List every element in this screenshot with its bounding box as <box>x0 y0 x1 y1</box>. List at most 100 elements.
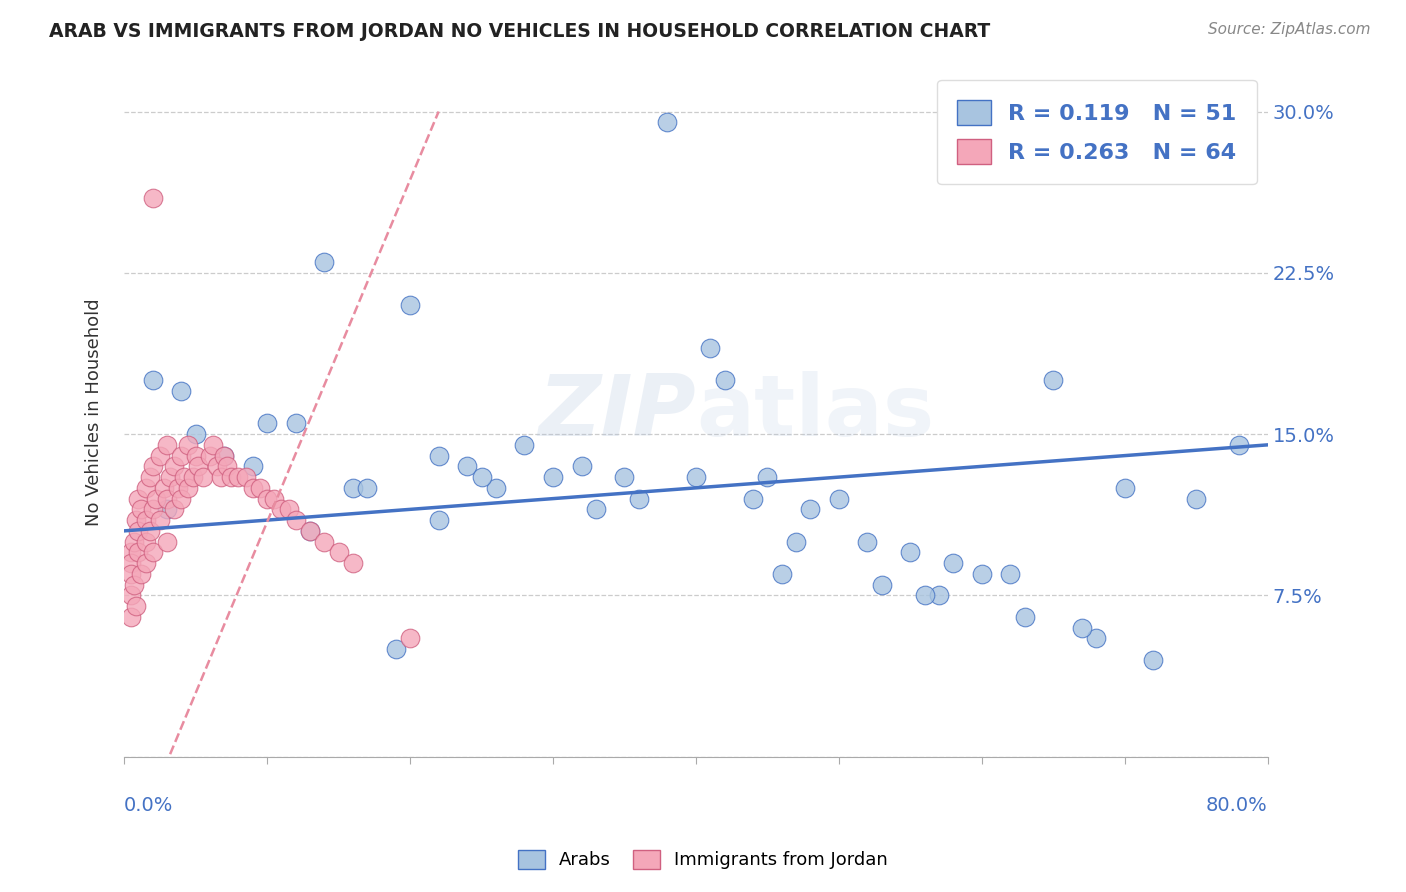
Point <box>156 438 179 452</box>
Point <box>122 577 145 591</box>
Point <box>177 481 200 495</box>
Text: ARAB VS IMMIGRANTS FROM JORDAN NO VEHICLES IN HOUSEHOLD CORRELATION CHART: ARAB VS IMMIGRANTS FROM JORDAN NO VEHICL… <box>49 22 990 41</box>
Point <box>127 524 149 538</box>
Point <box>256 417 278 431</box>
Point <box>205 459 228 474</box>
Point <box>120 588 142 602</box>
Point <box>142 190 165 204</box>
Point <box>129 566 152 581</box>
Point <box>184 427 207 442</box>
Point <box>756 470 779 484</box>
Point <box>212 449 235 463</box>
Point <box>914 588 936 602</box>
Point <box>427 449 450 463</box>
Point <box>173 470 195 484</box>
Point <box>170 384 193 398</box>
Point <box>135 534 157 549</box>
Point <box>1114 481 1136 495</box>
Point <box>585 502 607 516</box>
Point <box>235 470 257 484</box>
Point <box>145 491 167 506</box>
Point <box>298 524 321 538</box>
Legend: R = 0.119   N = 51, R = 0.263   N = 64: R = 0.119 N = 51, R = 0.263 N = 64 <box>938 79 1257 185</box>
Point <box>613 470 636 484</box>
Point <box>124 599 146 614</box>
Point <box>470 470 492 484</box>
Point <box>1227 438 1250 452</box>
Point <box>149 449 172 463</box>
Point <box>298 524 321 538</box>
Y-axis label: No Vehicles in Household: No Vehicles in Household <box>86 299 103 526</box>
Point <box>120 545 142 559</box>
Point <box>828 491 851 506</box>
Point <box>184 449 207 463</box>
Point <box>456 459 478 474</box>
Point <box>742 491 765 506</box>
Point <box>215 459 238 474</box>
Point <box>201 438 224 452</box>
Text: Source: ZipAtlas.com: Source: ZipAtlas.com <box>1208 22 1371 37</box>
Point <box>124 513 146 527</box>
Point <box>770 566 793 581</box>
Point <box>159 470 181 484</box>
Point <box>177 438 200 452</box>
Point <box>122 534 145 549</box>
Point <box>384 642 406 657</box>
Point <box>120 566 142 581</box>
Point <box>139 524 162 538</box>
Point <box>156 491 179 506</box>
Point <box>928 588 950 602</box>
Point <box>142 502 165 516</box>
Point <box>191 470 214 484</box>
Point <box>541 470 564 484</box>
Point <box>135 513 157 527</box>
Point <box>799 502 821 516</box>
Point <box>209 470 232 484</box>
Point <box>142 545 165 559</box>
Point <box>1042 373 1064 387</box>
Point <box>1071 621 1094 635</box>
Point <box>270 502 292 516</box>
Point <box>427 513 450 527</box>
Point <box>127 545 149 559</box>
Point <box>142 459 165 474</box>
Point <box>263 491 285 506</box>
Point <box>399 632 422 646</box>
Point <box>153 481 176 495</box>
Point <box>198 449 221 463</box>
Point <box>120 556 142 570</box>
Text: 80.0%: 80.0% <box>1206 796 1268 814</box>
Point <box>856 534 879 549</box>
Point <box>170 491 193 506</box>
Point <box>170 449 193 463</box>
Point <box>181 470 204 484</box>
Point <box>249 481 271 495</box>
Point <box>785 534 807 549</box>
Point <box>314 255 336 269</box>
Point <box>221 470 243 484</box>
Point <box>900 545 922 559</box>
Point <box>342 556 364 570</box>
Point <box>120 610 142 624</box>
Point <box>627 491 650 506</box>
Point <box>228 470 250 484</box>
Point <box>870 577 893 591</box>
Point <box>277 502 299 516</box>
Point <box>127 491 149 506</box>
Point <box>513 438 536 452</box>
Point <box>713 373 735 387</box>
Point <box>284 513 307 527</box>
Point <box>1185 491 1208 506</box>
Point <box>167 481 190 495</box>
Point <box>970 566 993 581</box>
Text: ZIP: ZIP <box>538 371 696 454</box>
Point <box>657 115 679 129</box>
Point <box>284 417 307 431</box>
Point <box>212 449 235 463</box>
Text: atlas: atlas <box>696 371 934 454</box>
Point <box>242 459 264 474</box>
Text: 0.0%: 0.0% <box>124 796 173 814</box>
Point <box>1085 632 1108 646</box>
Point <box>187 459 209 474</box>
Point <box>685 470 707 484</box>
